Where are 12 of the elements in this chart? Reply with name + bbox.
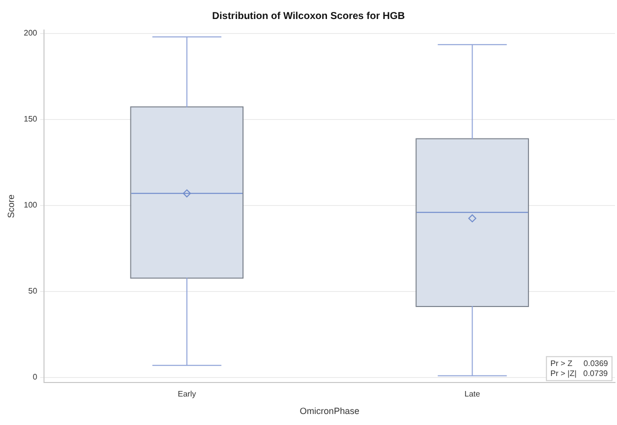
chart-title: Distribution of Wilcoxon Scores for HGB [212,10,405,22]
y-tick-label: 150 [24,114,38,124]
y-tick-label: 50 [28,286,38,296]
annotation: Pr > |Z| 0.0739 [550,368,608,378]
y-tick-label: 0 [32,372,38,382]
y-tick-label: 100 [24,200,38,210]
y-axis-title: Score [6,194,16,218]
x-axis-title: OmicronPhase [300,406,360,416]
y-tick-label: 200 [24,28,38,38]
x-tick-label: Early [178,390,196,399]
annotation: Pr > Z 0.0369 [550,358,609,368]
x-tick-label: Late [464,390,481,399]
